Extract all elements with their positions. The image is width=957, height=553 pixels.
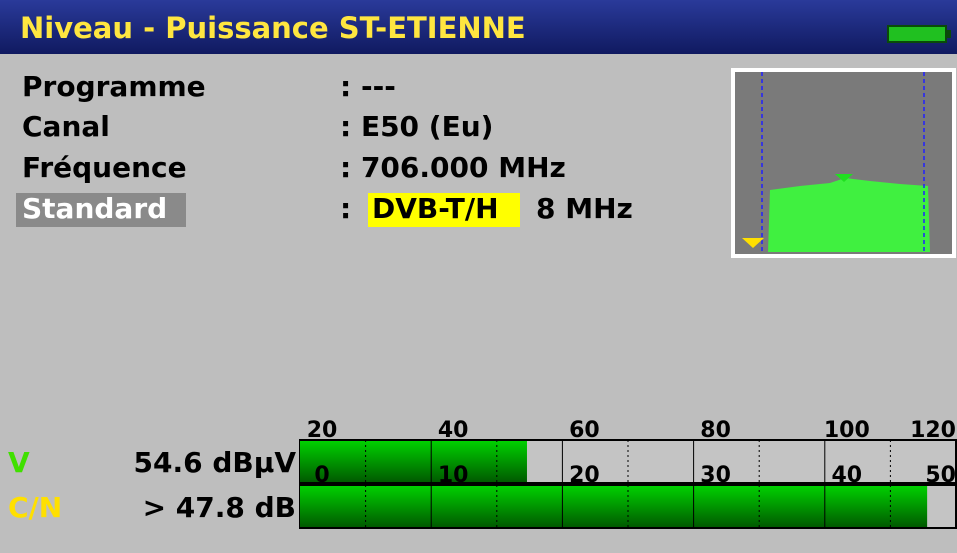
- meter-reading: 54.6 dBµV: [134, 446, 297, 479]
- info-label: Programme: [22, 70, 206, 103]
- meter-tick-label: 100: [824, 418, 870, 443]
- standard-highlight: [368, 193, 520, 227]
- meter-tick-label: 80: [700, 418, 731, 443]
- info-label: Canal: [22, 110, 110, 143]
- meter-tick-label: 50: [925, 463, 956, 488]
- info-value: : E50 (Eu): [340, 110, 493, 143]
- standard-value: DVB-T/H: [372, 192, 499, 225]
- meter-tick-label: 20: [569, 463, 600, 488]
- meter-bar: [300, 441, 527, 482]
- meter-tick-label: 120: [910, 418, 956, 443]
- info-value: :: [340, 192, 351, 225]
- meter-tick-label: 20: [307, 418, 338, 443]
- title-bar: [0, 0, 957, 54]
- title: Niveau - Puissance ST-ETIENNE: [20, 11, 526, 45]
- battery-icon: [887, 25, 951, 43]
- meter-bar: [300, 486, 928, 527]
- meter-label: V: [8, 446, 30, 479]
- meter-tick-label: 10: [438, 463, 469, 488]
- meter-reading: > 47.8 dB: [143, 491, 296, 524]
- info-value: : 706.000 MHz: [340, 151, 566, 184]
- meter-label: C/N: [8, 491, 62, 524]
- info-value: : ---: [340, 70, 396, 103]
- info-label: Standard: [22, 192, 167, 225]
- selection-highlight: [16, 193, 186, 227]
- meter-tick-label: 30: [700, 463, 731, 488]
- meter-tick-label: 40: [438, 418, 469, 443]
- info-label: Fréquence: [22, 151, 187, 184]
- meter-tick-label: 40: [831, 463, 862, 488]
- meter-tick-label: 60: [569, 418, 600, 443]
- meter-tick-label: 0: [314, 463, 329, 488]
- bandwidth-value: 8 MHz: [536, 192, 633, 225]
- spectrum: [731, 68, 956, 258]
